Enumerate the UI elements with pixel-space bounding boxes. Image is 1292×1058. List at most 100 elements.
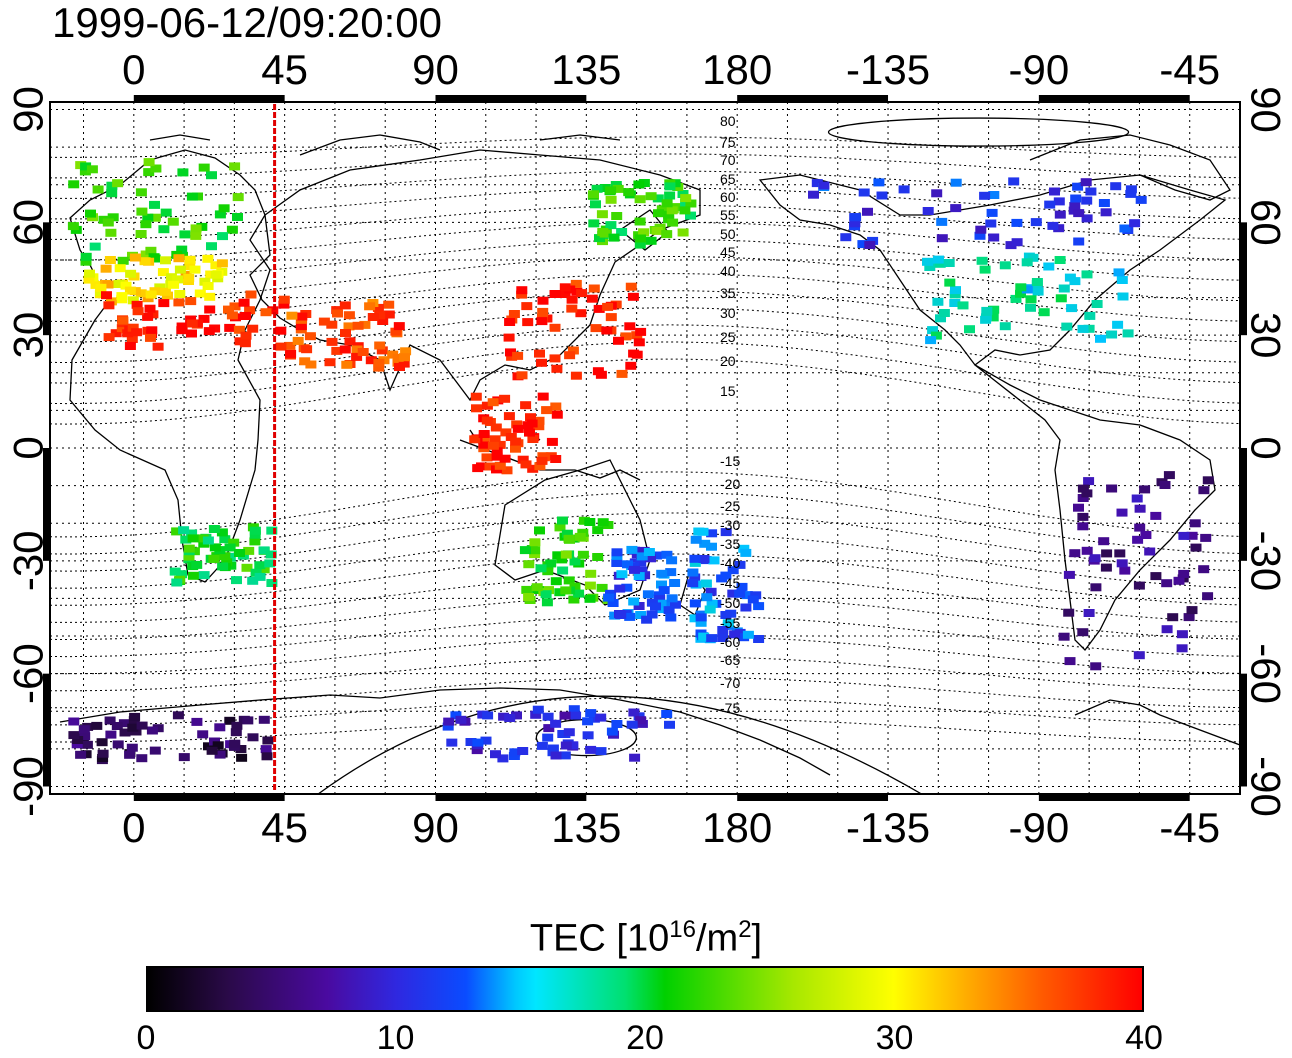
tec-cell <box>500 428 512 437</box>
tec-cell <box>517 747 529 755</box>
tec-cell <box>611 548 623 557</box>
tec-cell <box>114 264 126 273</box>
tec-cell <box>340 329 351 337</box>
tec-cell <box>651 551 663 560</box>
frame-bar-left <box>43 673 50 787</box>
tec-cell <box>125 269 137 278</box>
tec-cell <box>695 618 707 627</box>
tec-cell <box>680 194 692 203</box>
tec-cell <box>635 716 647 725</box>
bottom-axis-label: 180 <box>702 804 772 851</box>
tec-cell <box>249 537 261 546</box>
timestamp-title: 1999-06-12/09:20:00 <box>52 0 442 46</box>
tec-cell <box>178 753 190 762</box>
top-axis-label: 90 <box>412 46 459 93</box>
tec-cell <box>595 747 607 756</box>
tec-cell <box>633 572 645 581</box>
right-axis-label: 30 <box>1243 312 1290 359</box>
tec-cell <box>1081 214 1093 223</box>
tec-cell <box>677 190 689 198</box>
tec-cell <box>876 191 888 200</box>
tec-cell <box>149 746 161 755</box>
tec-cell <box>663 606 675 615</box>
tec-cell <box>664 182 676 191</box>
tec-cell <box>922 257 933 266</box>
tec-cell <box>198 314 210 323</box>
tec-cell <box>97 749 109 758</box>
tec-cell <box>646 610 658 619</box>
tec-colorbar <box>146 966 1144 1012</box>
tec-cell <box>524 428 535 437</box>
tec-cell <box>351 345 363 354</box>
tec-cell <box>511 420 523 429</box>
tec-cell <box>374 341 386 350</box>
tec-cell <box>563 576 575 585</box>
tec-cell <box>124 286 136 295</box>
tec-cell <box>367 313 379 321</box>
tec-cell <box>286 311 298 320</box>
tec-cell <box>510 444 521 453</box>
tec-cell <box>254 572 266 581</box>
tec-cell <box>1005 241 1017 250</box>
frame-bar-top <box>737 95 889 102</box>
tec-cell <box>242 716 254 725</box>
tec-cell <box>275 326 287 335</box>
tec-cell <box>1083 609 1095 617</box>
tec-cell <box>1114 549 1126 558</box>
tec-cell <box>635 327 647 336</box>
colorbar-tick-label: 0 <box>136 1019 156 1057</box>
tec-cell <box>284 341 296 350</box>
tec-cell <box>931 189 943 198</box>
tec-cell <box>654 595 666 604</box>
tec-cell <box>656 580 667 589</box>
tec-cell <box>656 569 668 578</box>
tec-cell <box>689 614 701 623</box>
tec-cell <box>208 525 220 533</box>
tec-cell <box>85 209 96 218</box>
tec-cell <box>1161 625 1173 634</box>
tec-cell <box>504 714 516 722</box>
tec-cell <box>569 557 581 566</box>
tec-cell <box>223 305 234 314</box>
tec-cell <box>932 297 944 306</box>
tec-cell <box>172 275 184 284</box>
tec-cell <box>140 220 152 229</box>
tec-cell <box>559 283 571 292</box>
tec-cell <box>740 603 752 612</box>
tec-cell <box>224 716 236 725</box>
tec-cell <box>624 612 636 621</box>
tec-cell <box>79 732 91 741</box>
contour-line <box>50 676 1240 709</box>
tec-cell <box>633 338 645 347</box>
tec-cell <box>849 219 861 228</box>
tec-cell <box>446 738 458 747</box>
tec-cell <box>117 316 129 325</box>
tec-cell <box>1125 189 1137 198</box>
tec-cell <box>152 342 164 351</box>
tec-cell <box>478 430 490 438</box>
tec-cell <box>455 715 467 724</box>
contour-label: -15 <box>720 453 740 469</box>
tec-cell <box>635 611 647 619</box>
tec-cell <box>352 321 364 330</box>
tec-cell <box>1049 187 1060 196</box>
tec-cell <box>988 233 1000 242</box>
tec-cell <box>922 207 934 215</box>
tec-cell <box>1161 579 1173 588</box>
left-axis-label: 0 <box>5 436 52 459</box>
tec-cell <box>596 210 608 219</box>
tec-cell <box>616 228 628 236</box>
frame-scale-bars <box>43 95 1247 801</box>
tec-cell <box>570 279 582 288</box>
tec-cell <box>126 743 138 752</box>
tec-cell <box>523 593 535 601</box>
tec-cell <box>592 526 604 535</box>
tec-cell <box>499 394 511 403</box>
tec-cell <box>1064 657 1076 666</box>
tec-cell <box>611 720 623 728</box>
tec-cell <box>135 289 147 298</box>
tec-cell <box>568 705 580 714</box>
tec-cell <box>278 295 290 304</box>
tec-cell <box>234 549 245 557</box>
tec-cell <box>504 318 516 326</box>
